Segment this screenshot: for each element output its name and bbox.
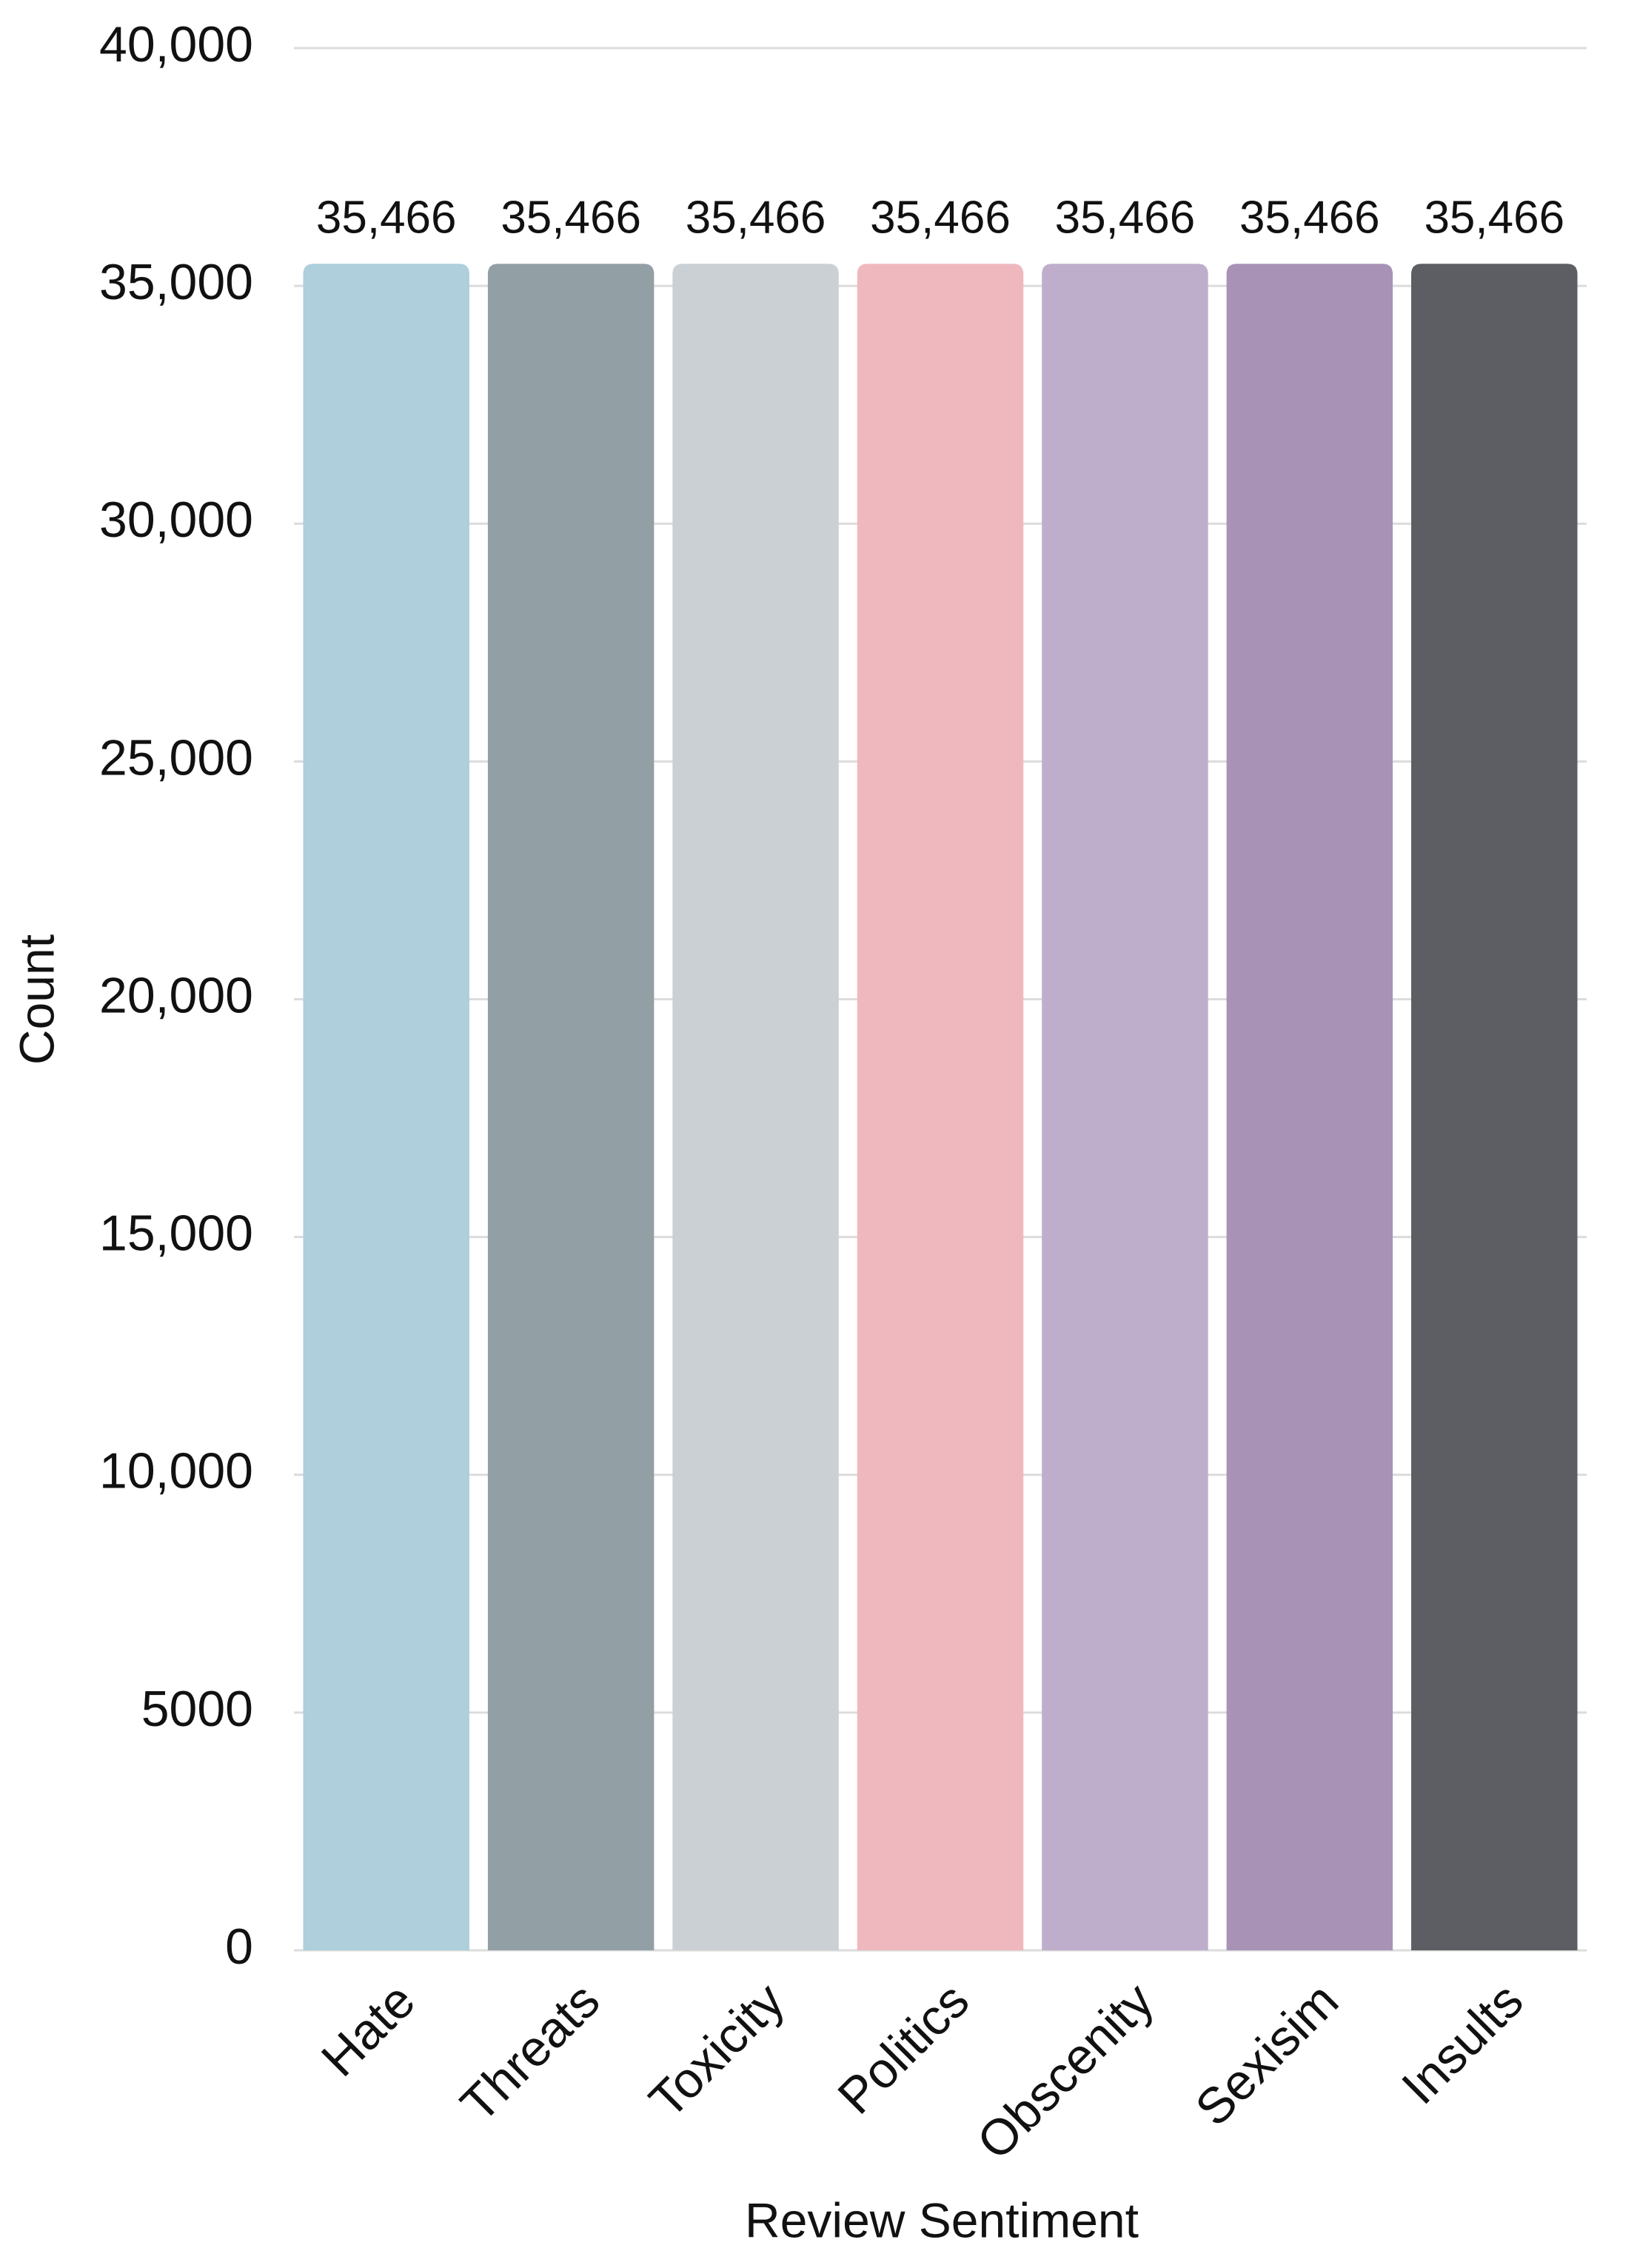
value-label: 35,466 [1055,193,1196,244]
y-tick-label: 0 [225,1919,253,1975]
x-tick-label: Politics [827,1973,980,2125]
bar [487,264,655,1951]
bar [1226,264,1393,1951]
y-tick-label: 20,000 [99,967,253,1023]
bar [672,264,839,1951]
value-label: 35,466 [1424,193,1564,244]
y-tick-label: 35,000 [99,254,253,310]
x-axis-title: Review Sentiment [745,2192,1139,2247]
y-tick-label: 25,000 [99,729,253,786]
value-label: 35,466 [1239,193,1380,244]
value-label: 35,466 [686,193,826,244]
y-tick-label: 40,000 [99,16,253,73]
bar [857,264,1024,1951]
y-tick-label: 5000 [141,1681,253,1737]
bar [1411,264,1578,1951]
x-tick-label: Threats [450,1973,611,2133]
x-tick-label: Insults [1391,1973,1534,2115]
y-tick-label: 15,000 [99,1205,253,1262]
y-tick-label: 10,000 [99,1443,253,1499]
x-tick-label: Toxicity [639,1973,795,2129]
value-label: 35,466 [316,193,457,244]
bar [1042,264,1208,1951]
x-tick-label: Obscenity [966,1973,1165,2171]
y-tick-label: 30,000 [99,492,253,548]
value-label: 35,466 [870,193,1011,244]
bar [303,264,469,1951]
value-label: 35,466 [501,193,641,244]
x-tick-label: Sexisim [1185,1973,1349,2137]
x-tick-label: Hate [311,1973,426,2087]
y-axis-title: Count [9,934,64,1065]
